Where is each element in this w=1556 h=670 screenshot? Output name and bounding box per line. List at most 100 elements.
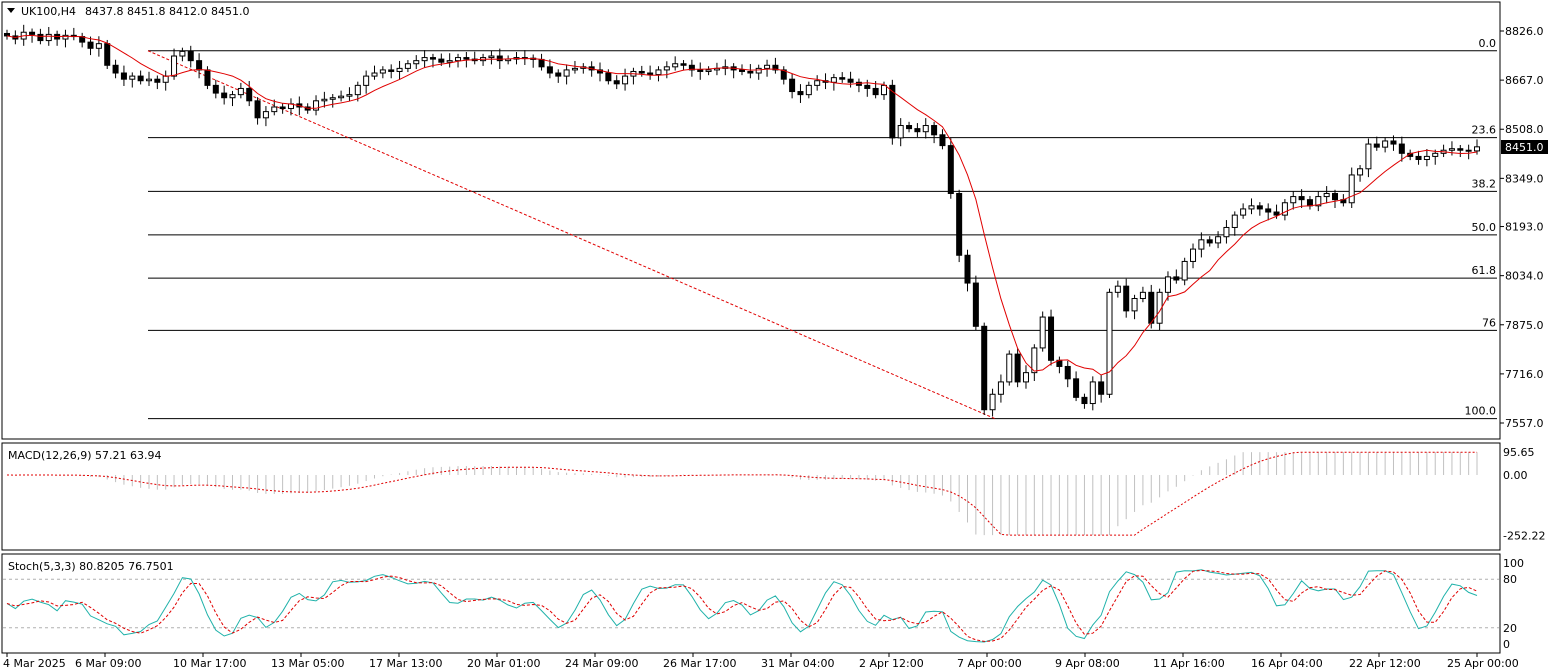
dropdown-arrow-icon[interactable] [7,8,15,13]
candle-body [1390,140,1397,145]
candle-body [1373,143,1380,148]
candle-body [62,34,69,40]
candle-body [1323,192,1330,198]
candle-body [931,125,938,136]
time-tick-label: 24 Mar 09:00 [565,657,638,670]
candle-body [95,43,102,49]
fib-level-label: 23.6 [1472,124,1497,137]
candle-body [1248,205,1255,210]
candle-body [780,69,787,80]
candle-body [797,91,804,96]
fibonacci-levels: 0.0 23.6 38.2 50.0 61.8 76 100.0 [148,37,1497,420]
candle-body [897,125,904,139]
candle-body [371,72,378,77]
candle-body [1306,199,1313,207]
candle-body [145,78,152,82]
time-axis: 4 Mar 2025 6 Mar 09:00 10 Mar 17:00 13 Mar … [3,653,1519,670]
candle-body [313,100,320,111]
candle-body [939,134,946,147]
candle-body [354,84,361,96]
candle-body [1206,239,1213,244]
fib-level-label: 38.2 [1472,177,1497,190]
candle-body [1332,192,1339,201]
time-tick-label: 25 Apr 00:00 [1447,657,1519,670]
candle-body [429,57,436,60]
candle-body [129,75,136,80]
candle-body [605,72,612,82]
candle-body [805,84,812,96]
candle-body [622,75,629,85]
candle-body [455,57,462,62]
candle-body [171,55,178,77]
price-tick-label: 8034.0 [1505,270,1544,283]
time-tick-label: 17 Mar 13:00 [369,657,442,670]
candle-body [972,282,979,327]
candle-body [613,80,620,85]
candle-body [814,80,821,86]
candle-body [196,60,203,71]
candle-body [997,381,1004,395]
candle-body [1415,155,1422,161]
time-tick-label: 20 Mar 01:00 [467,657,540,670]
fib-level-label: 76 [1482,316,1496,329]
time-tick-label: 7 Apr 00:00 [957,657,1022,670]
candle-body [438,58,445,63]
price-panel [1,1,1501,440]
fib-level-label: 50.0 [1472,221,1497,234]
candle-body [830,77,837,83]
candle-body [363,75,370,86]
candle-body [1315,196,1322,207]
candle-body [1348,174,1355,204]
candle-body [789,78,796,93]
price-tick-label: 8193.0 [1505,221,1544,234]
macd-panel [1,442,1501,551]
macd-tick-label: -252.22 [1503,530,1545,543]
candle-body [772,64,779,71]
candle-body [329,97,336,100]
candle-body [688,64,695,71]
candle-body [1073,378,1080,398]
candle-body [738,69,746,72]
fib-level-label: 100.0 [1465,405,1497,418]
candle-body [262,111,269,119]
candle-body [1273,211,1280,216]
macd-axis: 95.65 0.00 -252.22 [1503,446,1545,543]
candle-body [647,72,654,76]
candle-body [29,31,36,35]
price-tick-label: 8667.0 [1505,74,1544,87]
fib-trend-line [147,50,996,420]
stoch-signal-line [6,569,1478,642]
candle-body [1123,285,1130,312]
stoch-label: Stoch(5,3,3) 80.8205 76.7501 [8,560,174,573]
candle-body [847,78,854,83]
candle-body [87,41,94,49]
candle-body [137,75,144,82]
symbol-label: UK100,H4 [21,5,76,18]
candle-body [755,67,762,74]
candle-body [889,84,896,139]
time-tick-label: 26 Mar 17:00 [663,657,736,670]
candle-body [1114,285,1121,293]
candle-body [655,69,662,76]
candle-body [563,69,570,77]
candle-body [1423,155,1430,161]
ma-line [6,34,1478,376]
stoch-tick-label: 20 [1503,622,1517,635]
candle-body [1448,148,1455,151]
candle-body [1139,291,1146,300]
price-tick-label: 7875.0 [1505,319,1544,332]
candle-body [764,64,771,69]
candle-body [162,75,169,83]
time-tick-label: 10 Mar 17:00 [173,657,246,670]
time-tick-label: 2 Apr 12:00 [859,657,924,670]
candle-body [1265,208,1272,213]
candle-body [1173,276,1180,281]
candle-body [379,69,386,74]
candle-body [112,64,119,74]
candle-body [1014,353,1021,383]
price-tick-label: 7557.0 [1505,417,1544,430]
candle-body [45,33,52,42]
candle-body [1281,202,1288,216]
current-price-label: 8451.0 [1505,141,1544,154]
